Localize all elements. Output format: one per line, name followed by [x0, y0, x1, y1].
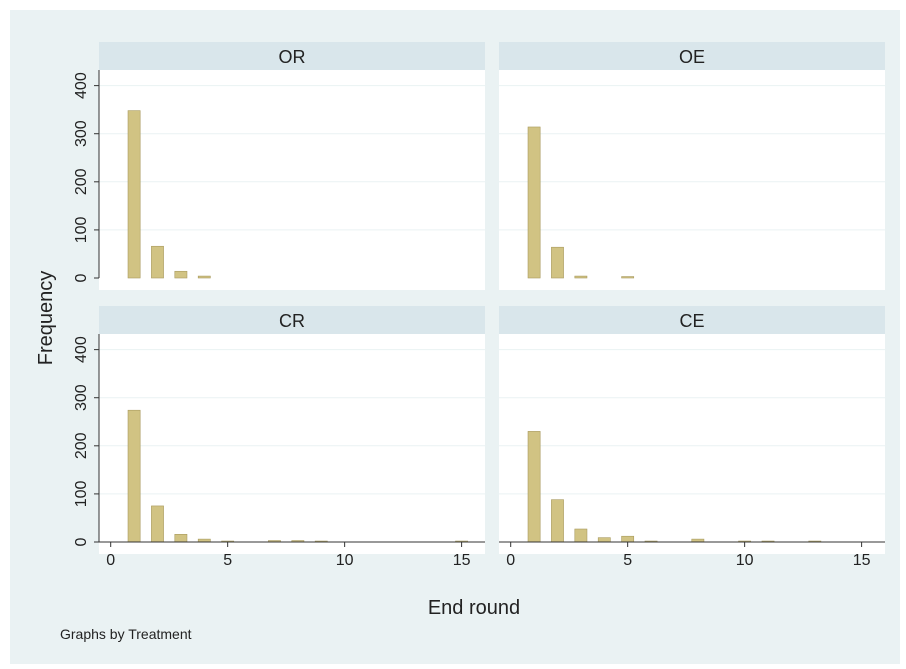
x-tick-label: 10 [736, 552, 754, 569]
panel-title: OE [679, 47, 705, 67]
panel-strip [499, 306, 885, 334]
y-tick-label: 300 [73, 384, 90, 411]
bar-oe-5 [621, 276, 635, 279]
y-tick-label: 0 [73, 273, 90, 282]
y-tick-label: 200 [73, 168, 90, 195]
panel-strip [99, 42, 485, 70]
panel-ce: CE 0 5 10 15 [499, 306, 885, 569]
bar-ce-2 [551, 499, 564, 543]
bar-cr-2 [151, 505, 164, 543]
bar-or-1 [127, 110, 141, 279]
y-tick-label: 0 [73, 537, 90, 546]
x-tick-label: 10 [336, 552, 354, 569]
panel-strip [99, 306, 485, 334]
bar-ce-5 [621, 535, 635, 543]
y-tick-label: 400 [73, 72, 90, 99]
bar-or-2 [151, 245, 164, 279]
y-tick-label: 400 [73, 336, 90, 363]
x-tick-label: 5 [223, 552, 232, 569]
panel-title: OR [279, 47, 306, 67]
y-tick-label: 100 [73, 216, 90, 243]
bar-cr-1 [127, 409, 141, 543]
bar-ce-1 [527, 431, 541, 543]
bar-oe-1 [527, 126, 541, 279]
panel-title: CR [279, 311, 305, 331]
x-tick-label: 5 [623, 552, 632, 569]
y-tick-label: 300 [73, 120, 90, 147]
bar-or-3 [174, 270, 188, 279]
bar-cr-3 [174, 534, 188, 543]
y-tick-label: 100 [73, 480, 90, 507]
bar-ce-3 [574, 528, 588, 543]
panel-strip [499, 42, 885, 70]
bar-or-4 [197, 275, 211, 279]
bar-oe-2 [551, 246, 564, 279]
panel-title: CE [679, 311, 704, 331]
x-tick-label: 15 [453, 552, 471, 569]
x-tick-label: 15 [853, 552, 871, 569]
x-axis-title: End round [428, 597, 520, 619]
panel-or: OR 0 100 200 300 400 [73, 42, 485, 290]
bar-oe-3 [574, 275, 588, 279]
x-tick-label: 0 [106, 552, 115, 569]
panel-cr: CR 0 100 200 300 400 0 5 10 15 [73, 306, 485, 569]
panel-oe: OE [499, 42, 885, 290]
bar-ce-4 [597, 537, 611, 543]
y-axis-title: Frequency [35, 271, 57, 366]
x-tick-label: 0 [506, 552, 515, 569]
y-tick-label: 200 [73, 432, 90, 459]
graphs-by-note: Graphs by Treatment [60, 626, 192, 642]
